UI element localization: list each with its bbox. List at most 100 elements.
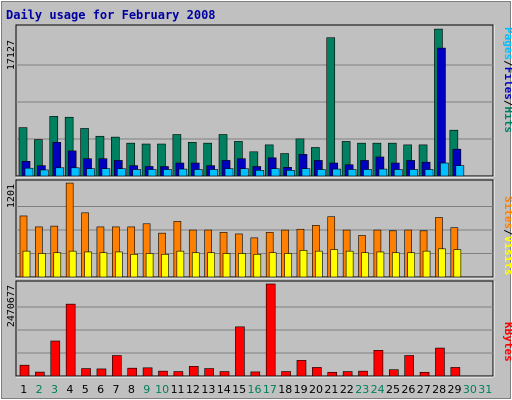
bar-pages-day-10 xyxy=(163,169,172,177)
bar-kbytes-day-6 xyxy=(96,368,107,377)
bar-sites-day-20 xyxy=(315,250,323,278)
x-tick-label: 7 xyxy=(113,383,120,396)
chart-title: Daily usage for February 2008 xyxy=(6,8,216,22)
bar-sites-day-14 xyxy=(222,253,231,278)
bar-kbytes-day-20 xyxy=(312,367,322,377)
x-tick-label: 13 xyxy=(201,383,215,396)
bar-pages-day-26 xyxy=(409,169,418,177)
x-tick-label: 6 xyxy=(97,383,104,396)
bar-pages-day-17 xyxy=(270,168,280,177)
bar-kbytes-day-25 xyxy=(388,369,399,377)
bar-pages-day-24 xyxy=(378,168,388,177)
legend-entry: Hits xyxy=(502,107,512,134)
bar-pages-day-6 xyxy=(101,168,111,177)
x-tick-label: 17 xyxy=(263,383,277,396)
bar-sites-day-27 xyxy=(422,250,431,278)
x-tick-label: 2 xyxy=(36,383,43,396)
legend-entry: Pages xyxy=(502,27,512,60)
bar-pages-day-4 xyxy=(70,167,80,177)
bar-sites-day-11 xyxy=(176,250,185,278)
bar-sites-day-4 xyxy=(68,250,77,278)
bar-kbytes-day-10 xyxy=(158,370,168,377)
bar-hits-day-21 xyxy=(326,37,336,177)
bar-pages-day-3 xyxy=(55,167,65,177)
bar-pages-day-18 xyxy=(286,170,295,177)
legend-entry: Visits xyxy=(502,236,512,276)
bar-pages-day-19 xyxy=(301,168,311,177)
x-tick-label: 26 xyxy=(401,383,415,396)
bar-pages-day-23 xyxy=(363,169,372,177)
kbytes-panel: 2470677 KBytes xyxy=(6,280,512,378)
x-tick-label: 11 xyxy=(171,383,185,396)
bar-sites-day-17 xyxy=(268,252,277,278)
bar-kbytes-day-21 xyxy=(327,371,338,377)
plot-area xyxy=(15,24,494,177)
bar-sites-day-15 xyxy=(238,253,246,278)
legend-entry: KBytes xyxy=(502,322,512,362)
x-tick-label: 27 xyxy=(417,383,431,396)
x-tick-label: 14 xyxy=(217,383,231,396)
bar-kbytes-day-26 xyxy=(404,355,414,377)
bar-pages-day-9 xyxy=(147,169,157,177)
legend: KBytes xyxy=(502,322,512,362)
bar-pages-day-25 xyxy=(393,169,403,177)
bar-sites-day-8 xyxy=(130,254,139,278)
x-tick-label: 15 xyxy=(232,383,246,396)
x-tick-label: 18 xyxy=(278,383,292,396)
legend-entry: Files xyxy=(502,67,512,100)
bar-sites-day-9 xyxy=(145,253,154,278)
bar-kbytes-day-3 xyxy=(50,340,61,377)
x-tick-label: 21 xyxy=(324,383,338,396)
bar-kbytes-day-18 xyxy=(281,371,291,377)
bar-kbytes-day-9 xyxy=(142,367,153,377)
bar-kbytes-day-24 xyxy=(373,350,384,377)
bar-pages-day-28 xyxy=(440,162,449,177)
x-tick-label: 3 xyxy=(51,383,58,396)
x-tick-label: 30 xyxy=(463,383,477,396)
x-tick-label: 31 xyxy=(478,383,492,396)
legend-entry: Sites xyxy=(502,196,512,229)
bar-pages-day-15 xyxy=(240,168,249,177)
bar-sites-day-10 xyxy=(161,254,169,278)
bar-kbytes-day-11 xyxy=(173,371,184,377)
bar-kbytes-day-22 xyxy=(342,371,353,377)
bar-pages-day-12 xyxy=(193,169,203,177)
bar-kbytes-day-7 xyxy=(112,355,122,377)
visits-panel: 1201 Sites/Visits xyxy=(6,179,512,279)
x-tick-label: 4 xyxy=(66,383,73,396)
bar-sites-day-29 xyxy=(453,249,462,278)
x-tick-label: 16 xyxy=(248,383,262,396)
bar-pages-day-1 xyxy=(24,167,34,177)
x-tick-label: 22 xyxy=(340,383,354,396)
plot-area xyxy=(15,280,494,377)
bar-sites-day-3 xyxy=(53,252,62,278)
bar-sites-day-21 xyxy=(330,249,339,278)
x-tick-label: 10 xyxy=(155,383,169,396)
bar-sites-day-7 xyxy=(115,251,123,278)
bar-pages-day-27 xyxy=(424,169,434,177)
bar-sites-day-25 xyxy=(391,252,400,278)
bar-pages-day-7 xyxy=(117,168,126,177)
bar-files-day-28 xyxy=(437,47,446,177)
bar-kbytes-day-2 xyxy=(35,371,45,377)
bar-kbytes-day-8 xyxy=(127,367,138,377)
x-tick-label: 29 xyxy=(448,383,462,396)
x-tick-label: 1 xyxy=(20,383,27,396)
bar-sites-day-6 xyxy=(99,252,108,278)
x-tick-label: 25 xyxy=(386,383,400,396)
bar-kbytes-day-27 xyxy=(419,371,430,377)
bar-sites-day-1 xyxy=(22,250,31,278)
legend: Sites/Visits xyxy=(502,196,512,276)
bar-pages-day-20 xyxy=(317,169,326,177)
x-tick-label: 23 xyxy=(355,383,369,396)
bar-pages-day-2 xyxy=(40,169,49,177)
bar-pages-day-14 xyxy=(224,168,234,177)
bar-sites-day-28 xyxy=(438,248,446,278)
y-max-label: 17127 xyxy=(6,40,17,70)
x-tick-label: 5 xyxy=(82,383,89,396)
bar-kbytes-day-16 xyxy=(250,371,261,377)
x-tick-label: 19 xyxy=(294,383,308,396)
